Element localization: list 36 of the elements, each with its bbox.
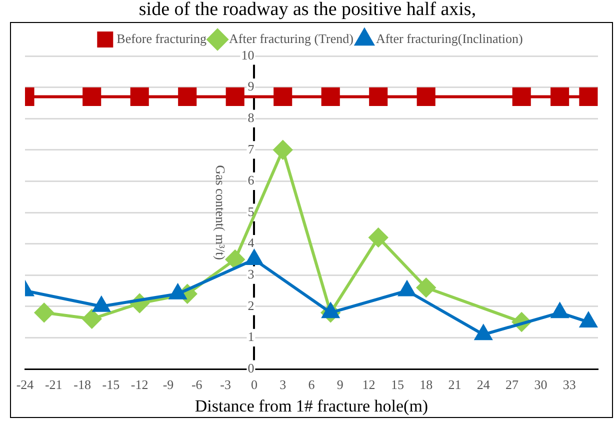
x-tick-label: 12 [362, 377, 376, 392]
y-tick-label: 3 [248, 266, 254, 282]
x-tick-label: -18 [74, 377, 91, 392]
y-tick-label: 4 [248, 235, 255, 250]
y-tick-label: 6 [248, 172, 255, 188]
x-axis-title: Distance from 1# fracture hole(m) [194, 396, 428, 416]
x-tick-label: 6 [308, 377, 316, 392]
x-tick-label: 18 [420, 377, 433, 392]
x-tick-label: 9 [336, 377, 344, 392]
y-tick-label: 7 [248, 141, 255, 156]
y-axis-title: Gas content( m³/t) [212, 165, 228, 260]
x-tick-label: -21 [44, 377, 62, 392]
x-tick-label: 27 [506, 377, 520, 392]
x-tick-label: 15 [390, 377, 404, 392]
x-tick-label: 21 [448, 377, 462, 392]
x-tick-label: -24 [16, 377, 34, 392]
y-tick-label: 10 [241, 47, 254, 62]
x-tick-label: -6 [191, 377, 203, 392]
y-tick-label: 8 [248, 110, 254, 126]
y-tick-label: 9 [248, 78, 254, 94]
legend-label: After fracturing(Inclination) [376, 30, 523, 46]
y-tick-label: 2 [248, 298, 254, 313]
legend-label: Before fracturing [116, 30, 208, 46]
y-tick-label: 0 [248, 360, 254, 376]
x-tick-label: 24 [476, 377, 490, 392]
y-tick-label: 5 [248, 204, 254, 219]
x-tick-label: -9 [162, 377, 174, 392]
x-tick-label: -12 [130, 377, 148, 392]
x-tick-label: -3 [220, 377, 231, 392]
x-tick-label: 3 [280, 377, 286, 392]
x-tick-label: 33 [562, 377, 576, 392]
x-tick-label: -15 [102, 377, 120, 392]
legend-label: After fracturing (Trend) [229, 30, 354, 46]
x-tick-label: 30 [534, 377, 548, 392]
text: side of the roadway as the positive half axis, [138, 0, 478, 20]
y-tick-label: 1 [248, 329, 254, 344]
